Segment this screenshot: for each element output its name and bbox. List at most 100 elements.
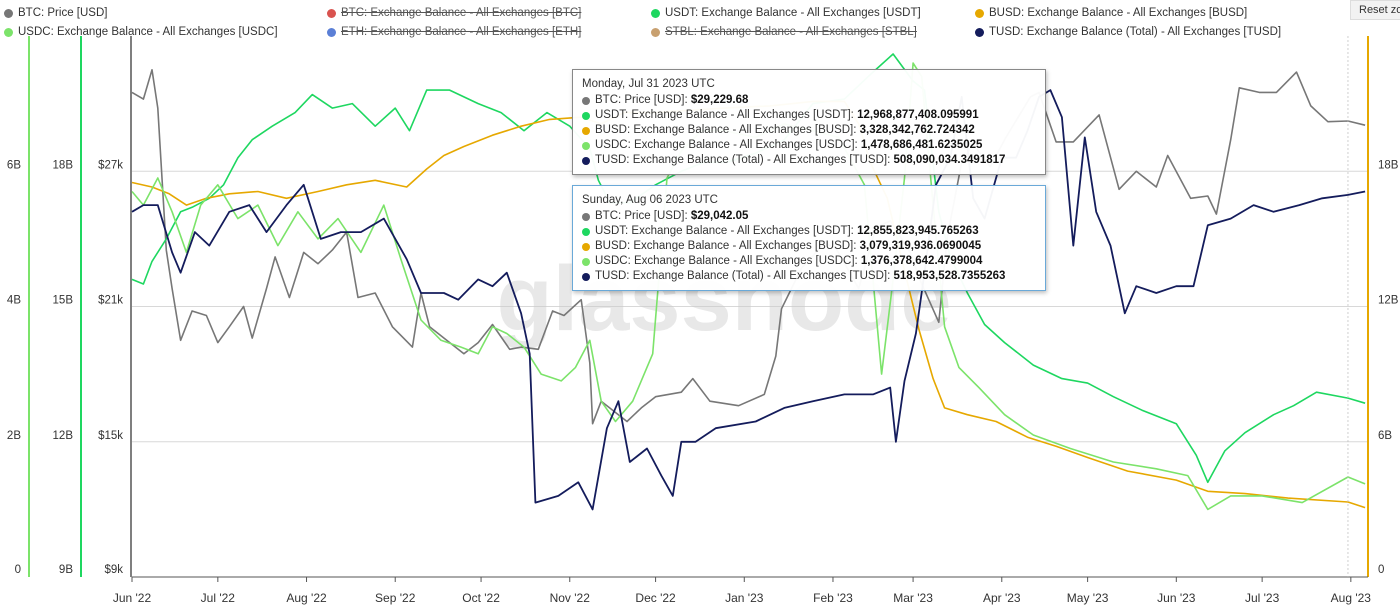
tooltip-label: TUSD: Exchange Balance (Total) - All Exc… [595,154,894,166]
legend-item[interactable]: BTC: Exchange Balance - All Exchanges [B… [327,7,581,19]
legend-label: STBL: Exchange Balance - All Exchanges [… [665,26,917,38]
legend-dot-icon [327,8,336,18]
usdt-axis-tick: 12B [53,430,74,442]
usdt-axis-tick: 18B [53,159,74,171]
chart-legend: BTC: Price [USD] BTC: Exchange Balance - … [0,0,1360,44]
legend-dot-icon [651,27,660,37]
tooltip-row: TUSD: Exchange Balance (Total) - All Exc… [582,269,1036,284]
legend-dot-icon [4,8,13,18]
usdt-axis-tick: 9B [59,564,73,576]
usdc-axis-tick: 4B [7,295,21,307]
tooltip-dot-icon [582,227,590,236]
tooltip-dot-icon [582,257,590,266]
legend-item[interactable]: TUSD: Exchange Balance (Total) - All Exc… [975,26,1281,38]
tooltip-label: TUSD: Exchange Balance (Total) - All Exc… [595,270,894,282]
usdc-axis-tick: 0 [15,564,21,576]
tooltip-value: 12,968,877,408.095991 [857,109,979,121]
tooltip-row: TUSD: Exchange Balance (Total) - All Exc… [582,153,1036,168]
x-axis-tick-label: Dec '22 [635,591,676,605]
tooltip-label: USDT: Exchange Balance - All Exchanges [… [595,225,858,237]
series-line-usdc[interactable] [131,62,1366,511]
tooltip-label: USDC: Exchange Balance - All Exchanges [… [595,139,861,151]
busd-axis-tick: 18B [1378,159,1399,171]
x-axis-tick-label: Nov '22 [550,591,591,605]
tooltip-row: BTC: Price [USD]: $29,229.68 [582,93,1036,108]
tooltip-label: BUSD: Exchange Balance - All Exchanges [… [595,240,860,252]
busd-axis-tick: 12B [1378,295,1399,307]
tooltip-row: USDC: Exchange Balance - All Exchanges [… [582,254,1036,269]
tooltip-value: 1,478,686,481.6235025 [860,139,983,151]
tooltip-row: BUSD: Exchange Balance - All Exchanges [… [582,123,1036,138]
tooltip-date: Monday, Jul 31 2023 UTC [582,78,715,90]
tooltip-date: Sunday, Aug 06 2023 UTC [582,194,718,206]
tooltip-label: USDT: Exchange Balance - All Exchanges [… [595,109,858,121]
x-axis-tick-label: Jul '22 [201,591,236,605]
legend-item[interactable]: ETH: Exchange Balance - All Exchanges [E… [327,26,581,38]
legend-dot-icon [4,27,13,37]
tooltip-label: BTC: Price [USD]: [595,210,691,222]
tooltip-label: USDC: Exchange Balance - All Exchanges [… [595,255,861,267]
legend-label: USDC: Exchange Balance - All Exchanges [… [18,26,278,38]
price-axis-tick: $15k [98,430,123,442]
tooltip-value: 518,953,528.7355263 [893,270,1006,282]
tooltip-label: BTC: Price [USD]: [595,94,691,106]
reset-zoom-button[interactable]: Reset zoom [1350,0,1400,20]
tooltip-row: BUSD: Exchange Balance - All Exchanges [… [582,239,1036,254]
tooltip-value: 3,079,319,936.0690045 [859,240,982,252]
tooltip-dot-icon [582,141,590,150]
legend-dot-icon [651,8,660,18]
tooltip-dot-icon [582,96,590,105]
price-axis-tick: $27k [98,159,123,171]
series-line-tusd[interactable] [131,89,1366,511]
tooltip-value: 508,090,034.3491817 [893,154,1006,166]
tooltip-dot-icon [582,111,590,120]
tooltip-dot-icon [582,242,590,251]
series-line-btc[interactable] [131,69,1366,425]
legend-label: BUSD: Exchange Balance - All Exchanges [… [989,7,1248,19]
legend-label: USDT: Exchange Balance - All Exchanges [… [665,7,921,19]
tooltip-row: USDT: Exchange Balance - All Exchanges [… [582,108,1036,123]
x-axis-tick-label: Mar '23 [893,591,933,605]
tooltip-row: USDT: Exchange Balance - All Exchanges [… [582,224,1036,239]
hover-tooltip: Monday, Jul 31 2023 UTC BTC: Price [USD]:… [572,69,1046,175]
x-axis-tick-label: Aug '22 [286,591,327,605]
tooltip-dot-icon [582,156,590,165]
legend-item[interactable]: USDC: Exchange Balance - All Exchanges [… [4,26,278,38]
busd-axis-tick: 0 [1378,564,1384,576]
x-axis-tick-label: Oct '22 [462,591,500,605]
legend-item[interactable]: BUSD: Exchange Balance - All Exchanges [… [975,7,1247,19]
usdc-axis-tick: 2B [7,430,21,442]
tooltip-dot-icon [582,126,590,135]
x-axis-tick-label: May '23 [1067,591,1109,605]
usdt-axis-tick: 15B [53,295,74,307]
tooltip-row: BTC: Price [USD]: $29,042.05 [582,209,1036,224]
x-axis-tick-label: Jan '23 [725,591,764,605]
x-axis-tick-label: Apr '23 [983,591,1021,605]
tooltip-value: 1,376,378,642.4799004 [860,255,983,267]
x-axis-tick-label: Jun '22 [113,591,152,605]
legend-dot-icon [327,27,336,37]
tooltip-label: BUSD: Exchange Balance - All Exchanges [… [595,124,860,136]
legend-item[interactable]: BTC: Price [USD] [4,7,107,19]
legend-item[interactable]: USDT: Exchange Balance - All Exchanges [… [651,7,921,19]
legend-label: ETH: Exchange Balance - All Exchanges [E… [341,26,582,38]
legend-dot-icon [975,27,984,37]
legend-item[interactable]: STBL: Exchange Balance - All Exchanges [… [651,26,917,38]
x-axis-tick-label: Feb '23 [813,591,853,605]
hover-tooltip: Sunday, Aug 06 2023 UTC BTC: Price [USD]:… [572,185,1046,291]
price-axis-tick: $21k [98,295,123,307]
tooltip-value: 12,855,823,945.765263 [857,225,979,237]
x-axis-tick-label: Sep '22 [375,591,416,605]
tooltip-value: $29,229.68 [690,94,749,106]
tooltip-value: $29,042.05 [690,210,749,222]
price-axis-tick: $9k [104,564,123,576]
x-axis-tick-label: Jul '23 [1245,591,1280,605]
x-axis-tick-label: Aug '23 [1331,591,1372,605]
tooltip-dot-icon [582,272,590,281]
legend-dot-icon [975,8,984,18]
legend-label: BTC: Exchange Balance - All Exchanges [B… [341,7,582,19]
busd-axis-tick: 6B [1378,430,1392,442]
tooltip-row: USDC: Exchange Balance - All Exchanges [… [582,138,1036,153]
x-axis-tick-label: Jun '23 [1157,591,1196,605]
legend-label: TUSD: Exchange Balance (Total) - All Exc… [989,26,1282,38]
